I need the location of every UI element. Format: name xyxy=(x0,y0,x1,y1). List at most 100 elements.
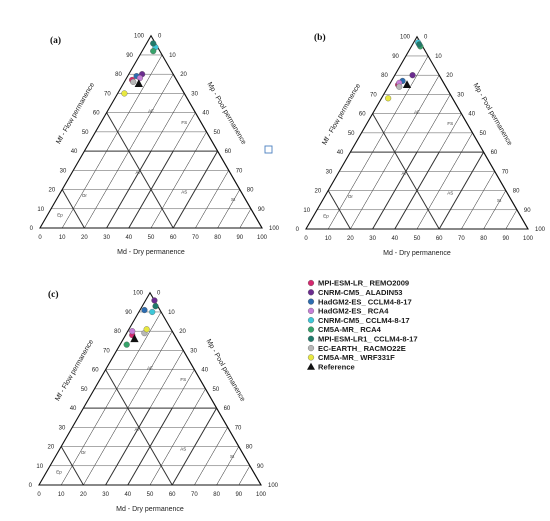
region-label-fs: FS xyxy=(180,377,186,382)
grid-line xyxy=(149,388,206,486)
axis-label-flow: Mf - Flow permanence xyxy=(54,339,95,403)
tick-label-flow: 100 xyxy=(400,35,411,41)
tick-label-dry: 60 xyxy=(169,492,176,498)
tick-label-dry: 30 xyxy=(102,492,109,498)
tick-label-pool: 20 xyxy=(446,73,453,79)
tick-label-dry: 70 xyxy=(191,492,198,498)
tick-label-pool: 10 xyxy=(168,310,175,316)
class-boundary-line xyxy=(106,150,152,229)
tick-label-pool: 40 xyxy=(201,368,208,374)
tick-label-pool: 20 xyxy=(180,72,187,78)
data-point xyxy=(396,83,403,90)
tick-label-flow: 70 xyxy=(104,91,111,97)
region-label-ep: Ep xyxy=(323,213,329,218)
legend-item-label: MPI-ESM-LR1_ CCLM4-8-17 xyxy=(318,335,418,344)
tick-label-dry: 40 xyxy=(124,492,131,498)
axis-label-dry: Md - Dry permanence xyxy=(116,506,184,513)
tick-label-flow: 80 xyxy=(114,329,121,335)
tick-label-dry: 90 xyxy=(236,235,243,241)
axis-label-pool: Mp - Pool permanence xyxy=(472,82,514,147)
data-point-reference xyxy=(134,79,143,88)
tick-label-dry: 100 xyxy=(523,236,534,242)
tick-label-dry: 20 xyxy=(80,492,87,498)
grid-line xyxy=(483,190,507,230)
ternary-panel-b: 0100010901020802030703040604050505060406… xyxy=(296,35,546,257)
grid-line xyxy=(238,465,251,486)
tick-label-pool: 50 xyxy=(213,387,220,393)
region-label-as: AS xyxy=(181,189,187,194)
tick-label-flow: 60 xyxy=(93,111,100,117)
legend-item-label: HadGM2-ES_ CCLM4-8-17 xyxy=(318,297,412,306)
tick-label-dry: 90 xyxy=(502,236,509,242)
tick-label-flow: 20 xyxy=(315,189,322,195)
tick-label-dry: 90 xyxy=(235,492,242,498)
region-label-st: St xyxy=(231,197,236,202)
data-point xyxy=(143,326,150,333)
region-label-ep: Ep xyxy=(56,469,62,474)
class-boundary-line xyxy=(171,407,218,486)
tick-label-dry: 50 xyxy=(148,235,155,241)
axis-label-pool: Mp - Pool permanence xyxy=(206,81,248,146)
region-label-as: AS xyxy=(447,190,453,195)
grid-line xyxy=(239,208,252,229)
legend-swatch xyxy=(307,345,315,352)
tick-label-pool: 20 xyxy=(179,329,186,335)
tick-label-flow: 0 xyxy=(30,226,34,232)
data-point xyxy=(409,72,416,79)
grid-line xyxy=(61,54,163,229)
tick-label-pool: 30 xyxy=(190,348,197,354)
tick-label-flow: 0 xyxy=(296,227,300,233)
tick-label-dry: 80 xyxy=(213,492,220,498)
tick-label-flow: 90 xyxy=(125,310,132,316)
tick-label-pool: 100 xyxy=(268,483,279,489)
region-label-or: Or xyxy=(82,193,88,198)
class-boundary-line xyxy=(61,189,85,229)
tick-label-dry: 10 xyxy=(325,236,332,242)
tick-label-flow: 70 xyxy=(370,92,377,98)
data-point xyxy=(141,306,148,314)
tick-label-dry: 100 xyxy=(257,235,268,241)
tick-label-dry: 50 xyxy=(147,492,154,498)
grid-line xyxy=(505,209,518,230)
data-point xyxy=(136,74,143,82)
ternary-panel-a: 0100010901020802030703040604050505060406… xyxy=(30,34,280,256)
tick-label-flow: 80 xyxy=(381,73,388,79)
data-point xyxy=(152,303,159,310)
tick-label-pool: 80 xyxy=(247,188,254,194)
tick-label-flow: 100 xyxy=(133,291,144,297)
data-point xyxy=(149,308,156,316)
axis-label-flow: Mf - Flow permanence xyxy=(321,83,362,147)
grid-line xyxy=(461,171,495,230)
tick-label-pool: 0 xyxy=(157,291,161,297)
tick-label-pool: 10 xyxy=(435,54,442,60)
tick-label-pool: 100 xyxy=(535,227,546,233)
legend-swatch xyxy=(307,298,315,305)
region-label-af: AF xyxy=(148,109,154,114)
tick-label-pool: 90 xyxy=(258,207,265,213)
tick-label-pool: 50 xyxy=(214,130,221,136)
region-label-as: AS xyxy=(180,446,186,451)
grid-line xyxy=(150,131,207,229)
legend-swatch xyxy=(307,354,315,361)
tick-label-dry: 0 xyxy=(38,235,42,241)
legend-swatch xyxy=(307,317,315,324)
tick-label-flow: 50 xyxy=(82,130,89,136)
data-point xyxy=(151,297,158,304)
region-label-fs: FS xyxy=(447,121,453,126)
tick-label-pool: 40 xyxy=(468,112,475,118)
legend-item-label: MPI-ESM-LR_ REMO2009 xyxy=(318,279,409,288)
tick-label-pool: 60 xyxy=(225,149,232,155)
tick-label-dry: 70 xyxy=(458,236,465,242)
axis-label-dry: Md - Dry permanence xyxy=(383,250,451,257)
data-point xyxy=(150,48,157,55)
region-label-st: St xyxy=(230,454,235,459)
tick-label-flow: 40 xyxy=(337,150,344,156)
tick-label-pool: 90 xyxy=(524,208,531,214)
axis-label-pool: Mp - Pool permanence xyxy=(205,338,247,403)
tick-label-flow: 0 xyxy=(29,483,33,489)
region-label-or: Or xyxy=(348,194,354,199)
region-label-st: St xyxy=(497,198,502,203)
axis-label-dry: Md - Dry permanence xyxy=(117,249,185,256)
